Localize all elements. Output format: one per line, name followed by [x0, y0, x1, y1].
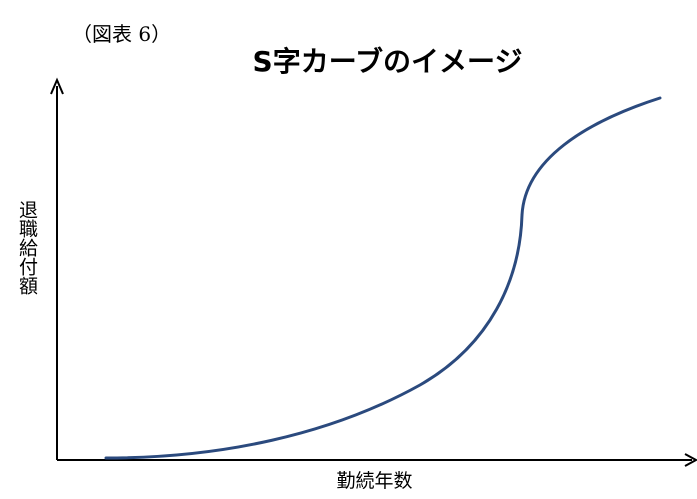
y-axis-label: 退職給付額 — [16, 200, 38, 295]
chart-title: S字カーブのイメージ — [252, 45, 523, 78]
x-axis-arrowhead — [684, 453, 697, 467]
s-curve-line — [104, 96, 662, 460]
y-axis-arrowhead — [50, 77, 64, 95]
figure-label: （図表 6） — [72, 22, 172, 46]
x-axis-label: 勤続年数 — [336, 470, 413, 492]
